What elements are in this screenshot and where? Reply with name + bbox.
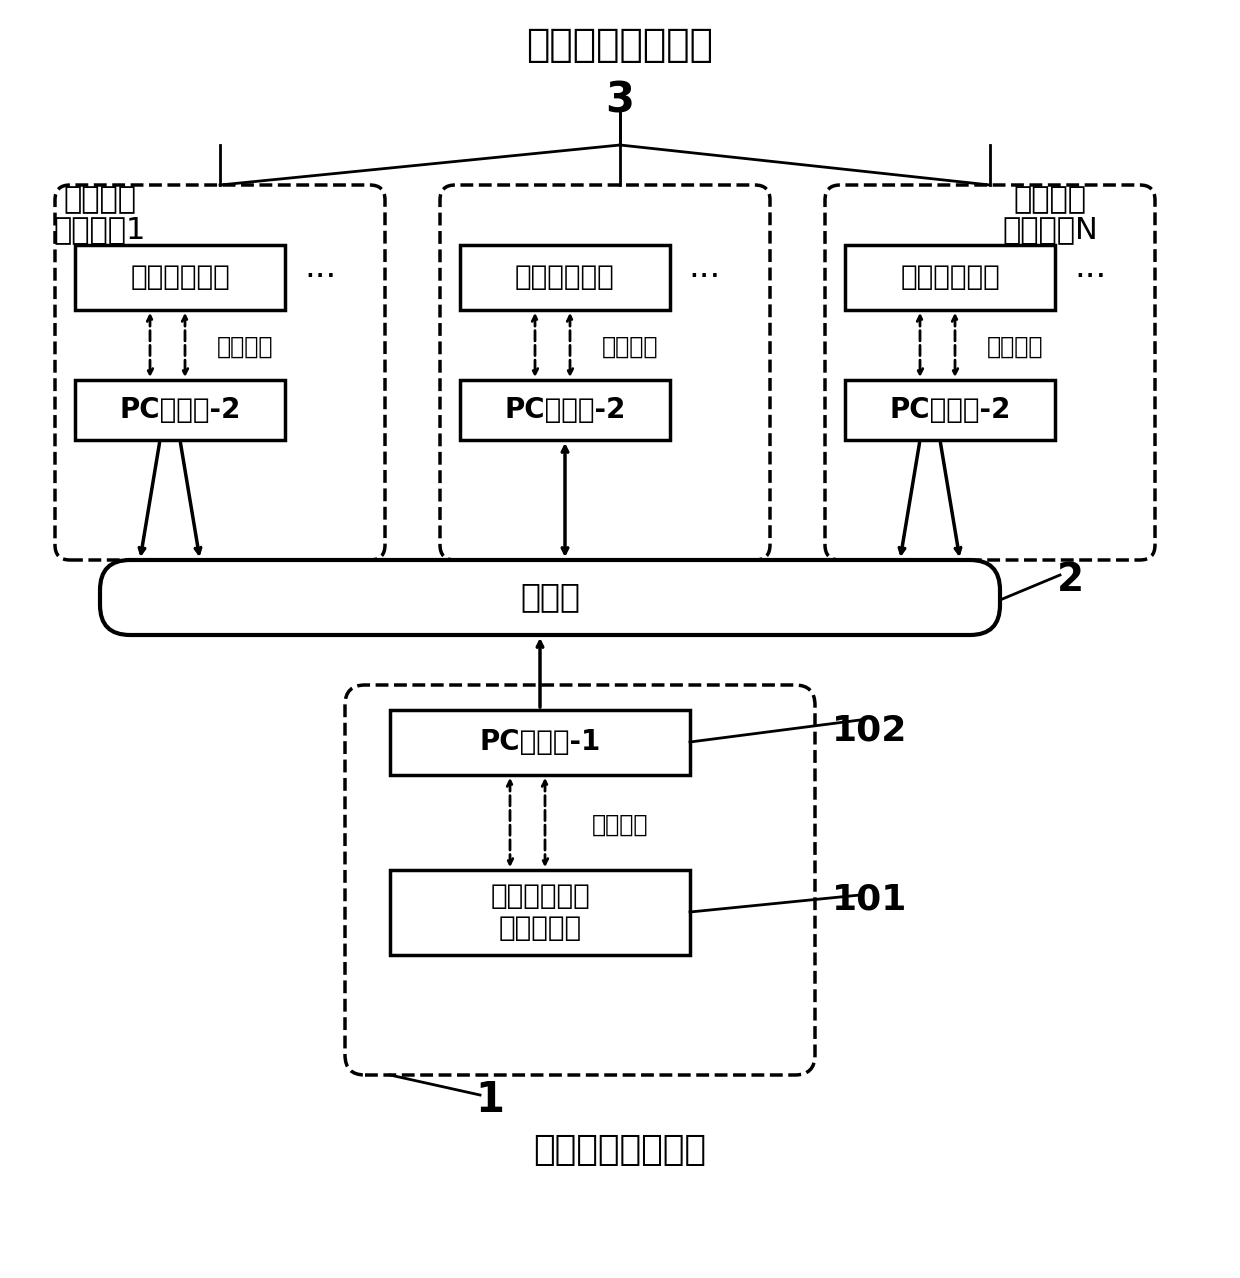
Bar: [391, 870, 689, 955]
Bar: [460, 380, 670, 440]
Text: 工作单元N: 工作单元N: [1002, 216, 1097, 244]
Text: ···: ···: [1074, 261, 1106, 294]
Text: 3: 3: [605, 79, 635, 121]
Text: 放电检测终端: 放电检测终端: [900, 263, 999, 291]
Text: 服务器: 服务器: [520, 580, 580, 613]
Text: 声信号特征数
据采集终端: 声信号特征数 据采集终端: [490, 882, 590, 942]
Text: 实时监测: 实时监测: [63, 185, 136, 215]
Text: 工作单元1: 工作单元1: [53, 216, 146, 244]
Bar: [74, 380, 285, 440]
Text: 实时监测: 实时监测: [1013, 185, 1086, 215]
Text: 2: 2: [1056, 561, 1084, 599]
Bar: [74, 245, 285, 311]
Text: ···: ···: [689, 261, 722, 294]
Text: 无线通信: 无线通信: [987, 335, 1043, 359]
Text: PC上位机-2: PC上位机-2: [119, 396, 241, 424]
Text: 放电检测终端: 放电检测终端: [130, 263, 229, 291]
Bar: [391, 711, 689, 774]
Text: 101: 101: [832, 883, 908, 918]
Bar: [844, 245, 1055, 311]
Text: 放电检测终端: 放电检测终端: [515, 263, 615, 291]
Text: 实时监测工作单元: 实时监测工作单元: [527, 26, 713, 64]
Text: PC上位机-2: PC上位机-2: [505, 396, 626, 424]
Text: 102: 102: [832, 713, 908, 748]
Text: ···: ···: [304, 261, 336, 294]
Text: 无线通信: 无线通信: [217, 335, 273, 359]
Text: PC上位机-2: PC上位机-2: [889, 396, 1011, 424]
Bar: [844, 380, 1055, 440]
Bar: [460, 245, 670, 311]
Text: 无线通信: 无线通信: [591, 813, 649, 837]
FancyBboxPatch shape: [100, 560, 999, 635]
Text: 1: 1: [475, 1079, 505, 1121]
Text: PC上位机-1: PC上位机-1: [480, 728, 600, 757]
Text: 无线通信: 无线通信: [601, 335, 658, 359]
Text: 故障数据收集单元: 故障数据收集单元: [533, 1134, 707, 1167]
